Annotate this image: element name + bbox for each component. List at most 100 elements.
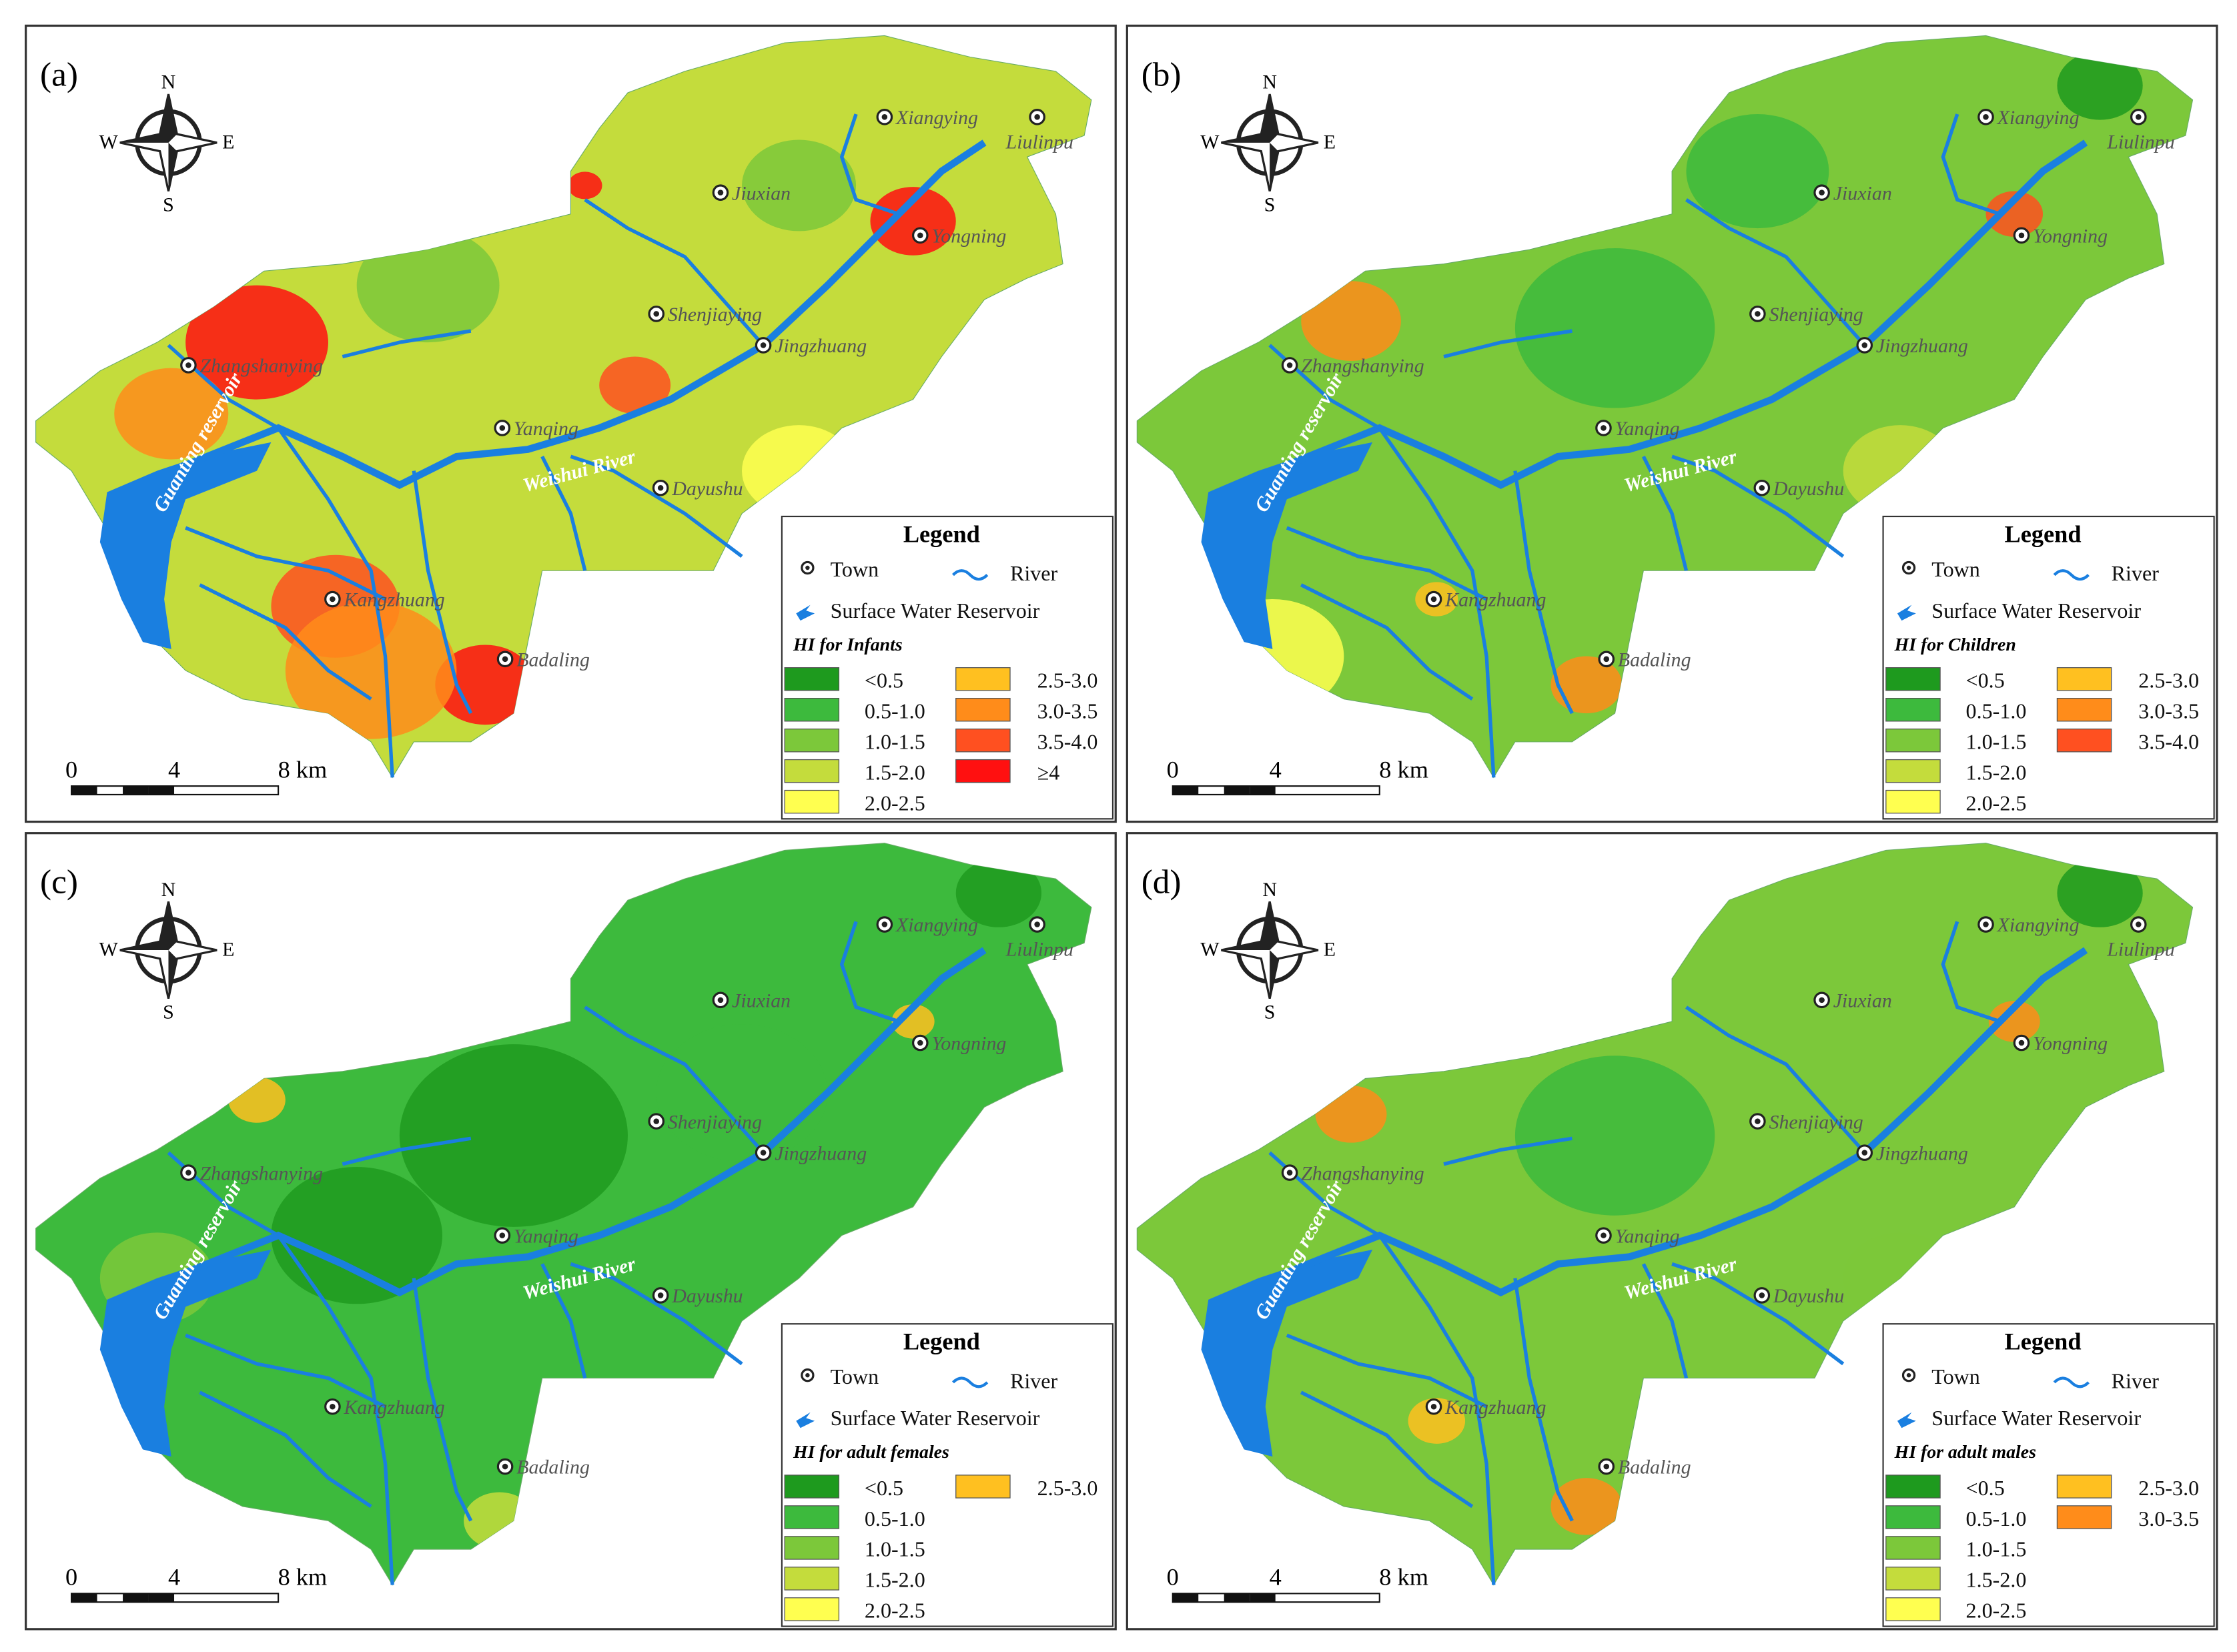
river xyxy=(1286,526,1488,601)
scale-label: 8 km xyxy=(278,756,328,783)
scale-seg xyxy=(1250,1593,1276,1603)
legend-class: 1.5-2.0 xyxy=(865,761,925,785)
hotspot xyxy=(285,602,457,739)
town-label: Zhangshanying xyxy=(200,1162,324,1184)
river xyxy=(1941,921,2001,1023)
town-dot xyxy=(1034,114,1040,120)
compass-letter: N xyxy=(1262,879,1277,901)
river xyxy=(342,329,472,359)
compass-star xyxy=(1221,94,1278,191)
legend-swatch xyxy=(784,667,840,691)
legend-swatch xyxy=(955,728,1011,753)
town-label: Jingzhuang xyxy=(1876,335,1968,357)
legend: Legend Town River Surface Water Reservoir HI… xyxy=(1882,515,2215,820)
hotspot xyxy=(399,1044,628,1227)
legend-class: <0.5 xyxy=(1966,1476,2005,1500)
legend-swatch xyxy=(955,1475,1011,1499)
scale-label: 8 km xyxy=(1379,1564,1428,1591)
town-dot xyxy=(717,997,724,1003)
legend-swatch xyxy=(2056,728,2112,753)
legend-river xyxy=(951,569,989,581)
panel: Guanting reservoir Weishui RiverXiangying… xyxy=(25,832,1117,1631)
town-label: Kangzhuang xyxy=(343,1396,444,1418)
legend-class: 1.5-2.0 xyxy=(865,1568,925,1592)
town-label: Yongning xyxy=(2033,1033,2108,1055)
scale-seg xyxy=(71,1593,97,1603)
legend-class: <0.5 xyxy=(1966,669,2005,693)
river xyxy=(1300,583,1474,701)
scale-bar xyxy=(71,1593,280,1603)
legend-swatch xyxy=(1885,667,1941,691)
town-dot xyxy=(1861,342,1868,348)
legend-hi-title: HI for adult females xyxy=(793,1442,949,1463)
legend-class: <0.5 xyxy=(865,1476,903,1500)
scale-label: 4 xyxy=(1270,756,1282,783)
legend-town-dot xyxy=(805,1372,810,1378)
town-label: Dayushu xyxy=(671,1285,743,1307)
legend-class: <0.5 xyxy=(865,669,903,693)
legend-class: 2.5-3.0 xyxy=(1037,669,1098,693)
hotspot xyxy=(870,187,956,256)
river xyxy=(185,1333,386,1408)
town-dot xyxy=(1819,189,1825,195)
panel-label: (d) xyxy=(1142,863,1182,901)
hotspot xyxy=(185,285,328,400)
town-dot xyxy=(185,1170,191,1176)
hotspot xyxy=(742,139,857,232)
compass-star xyxy=(119,94,177,191)
compass-letter: E xyxy=(1324,131,1336,153)
river xyxy=(570,454,743,558)
map-area xyxy=(1136,843,2194,1586)
scale-label: 4 xyxy=(168,756,180,783)
town-dot xyxy=(1759,484,1765,491)
legend-class: 0.5-1.0 xyxy=(1966,1507,2027,1531)
hotspot xyxy=(2057,51,2143,120)
town-dot xyxy=(1983,114,1989,120)
legend-swatch xyxy=(2056,1505,2112,1529)
town-dot xyxy=(760,1150,767,1156)
river xyxy=(1671,454,1845,558)
legend-label: River xyxy=(2112,561,2160,585)
scale-seg xyxy=(148,1593,175,1603)
town-dot xyxy=(653,311,660,317)
legend-river xyxy=(951,1376,989,1388)
legend-swatch xyxy=(1885,1567,1941,1591)
compass-letter: S xyxy=(163,193,174,216)
river xyxy=(167,344,394,778)
town-dot xyxy=(1430,596,1437,602)
river xyxy=(1513,1278,1574,1522)
town-label: Zhangshanying xyxy=(200,355,324,377)
town-label: Shenjiaying xyxy=(668,304,762,326)
legend-swatch xyxy=(1885,1475,1941,1499)
legend-title: Legend xyxy=(903,521,980,548)
legend-swatch xyxy=(1885,697,1941,722)
town-label: Liulinpu xyxy=(2106,131,2174,153)
town-dot xyxy=(330,596,336,602)
legend-swatch xyxy=(784,759,840,783)
scale-seg xyxy=(1224,1593,1250,1603)
river xyxy=(584,1005,765,1154)
town-label: Yanqing xyxy=(514,418,578,440)
reservoir xyxy=(1201,442,1373,649)
town-dot xyxy=(2018,232,2025,239)
town-dot xyxy=(499,1232,506,1238)
town-label: Liulinpu xyxy=(1005,939,1073,961)
legend: Legend Town River Surface Water Reservoir HI… xyxy=(1882,1323,2215,1627)
town-label: Yanqing xyxy=(514,1225,578,1247)
river xyxy=(1641,1263,1689,1379)
town-label: Liulinpu xyxy=(1005,131,1073,153)
river xyxy=(199,583,372,701)
river xyxy=(1685,1005,1866,1154)
scale-label: 4 xyxy=(168,1564,180,1591)
river xyxy=(199,1390,372,1509)
town-label: Xiangying xyxy=(1997,107,2080,129)
town-dot xyxy=(1819,997,1825,1003)
legend-class: 1.5-2.0 xyxy=(1966,1568,2027,1592)
town-label: Yongning xyxy=(931,1033,1006,1055)
town-label: Kangzhuang xyxy=(1444,589,1546,611)
town-dot xyxy=(1983,921,1989,927)
compass-letter: W xyxy=(99,939,119,961)
legend-swatch xyxy=(2056,667,2112,691)
town-dot xyxy=(1759,1292,1765,1298)
legend-swatch xyxy=(784,728,840,753)
